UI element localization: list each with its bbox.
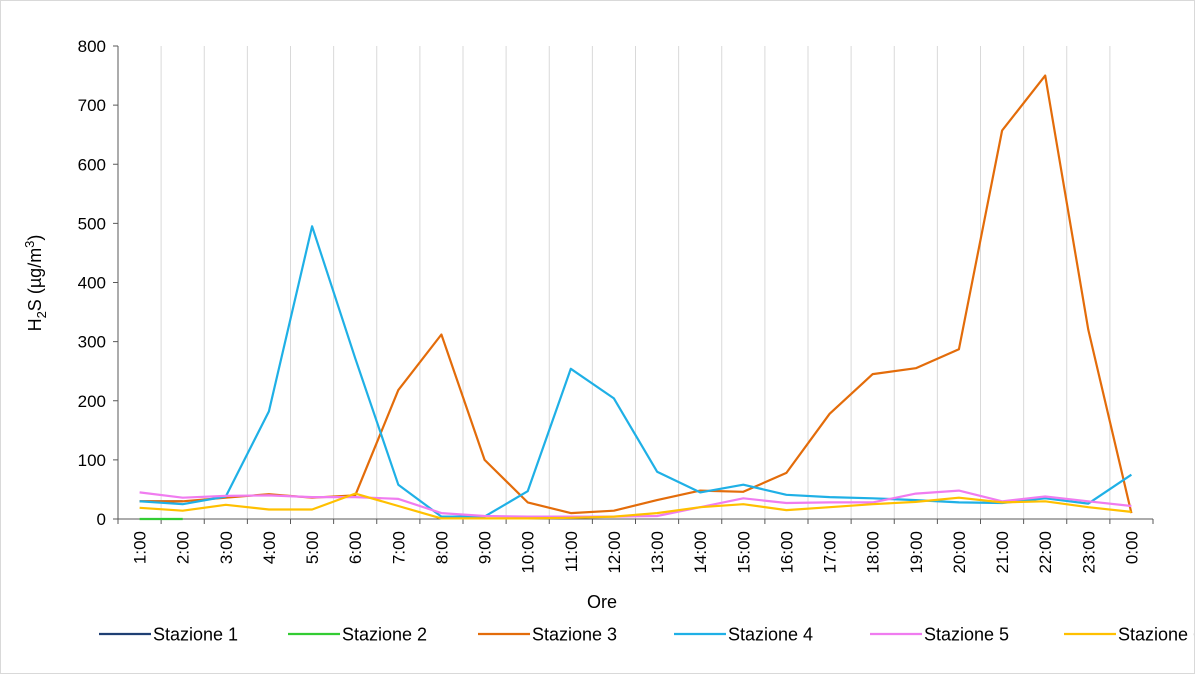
x-axis-title: Ore — [587, 592, 617, 612]
y-tick-label: 200 — [78, 392, 106, 411]
series-line-stazione-4 — [139, 225, 1133, 518]
y-axis-title: H2S (µg/m3) — [22, 235, 49, 332]
x-tick-label: 15:00 — [734, 531, 753, 574]
y-axis-title-close: ) — [25, 235, 45, 241]
x-tick-label: 17:00 — [821, 531, 840, 574]
y-tick-label: 100 — [78, 451, 106, 470]
y-tick-label: 700 — [78, 96, 106, 115]
axes — [113, 45, 1154, 524]
x-tick-label: 14:00 — [691, 531, 710, 574]
y-tick-label: 500 — [78, 214, 106, 233]
legend-label-stazione-4: Stazione 4 — [728, 625, 813, 645]
y-tick-label: 600 — [78, 155, 106, 174]
series-lines — [139, 74, 1133, 521]
x-tick-label: 5:00 — [303, 531, 322, 564]
y-tick-label: 400 — [78, 274, 106, 293]
x-tick-label: 12:00 — [605, 531, 624, 574]
y-axis-title-main: H — [25, 318, 45, 331]
series-line-stazione-5 — [139, 489, 1132, 518]
legend-label-stazione-3: Stazione 3 — [532, 625, 617, 645]
legend-label-stazione-2: Stazione 2 — [342, 625, 427, 645]
x-tick-label: 16:00 — [777, 531, 796, 574]
x-tick-label: 6:00 — [346, 531, 365, 564]
legend-label-stazione-1: Stazione 1 — [153, 625, 238, 645]
x-tick-label: 13:00 — [648, 531, 667, 574]
x-tick-label: 19:00 — [907, 531, 926, 574]
x-tick-label: 8:00 — [432, 531, 451, 564]
x-tick-label: 23:00 — [1079, 531, 1098, 574]
y-tick-label: 300 — [78, 333, 106, 352]
x-tick-label: 18:00 — [864, 531, 883, 574]
x-tick-label: 0:00 — [1122, 531, 1141, 564]
y-axis-title-rest: S (µg/m — [25, 248, 45, 311]
x-tick-label: 1:00 — [131, 531, 150, 564]
y-tick-label: 800 — [78, 37, 106, 56]
legend-label-stazione-6: Stazione 6 — [1118, 625, 1194, 645]
grid-lines — [160, 46, 1111, 519]
y-tick-label: 0 — [97, 510, 106, 529]
y-tick-labels: 0 100 200 300 400 500 600 700 800 — [78, 37, 106, 529]
y-axis-title-superscript: 3 — [22, 241, 37, 248]
x-tick-label: 4:00 — [260, 531, 279, 564]
x-tick-label: 21:00 — [993, 531, 1012, 574]
y-axis-title-subscript: 2 — [34, 311, 49, 318]
legend-label-stazione-5: Stazione 5 — [924, 625, 1009, 645]
x-tick-label: 7:00 — [389, 531, 408, 564]
series-line-stazione-6 — [139, 492, 1132, 520]
legend: Stazione 1 Stazione 2 Stazione 3 Stazione 4… — [99, 625, 1194, 645]
x-tick-label: 3:00 — [217, 531, 236, 564]
x-tick-label: 20:00 — [950, 531, 969, 574]
x-tick-label: 11:00 — [562, 531, 581, 572]
x-tick-label: 22:00 — [1036, 531, 1055, 574]
x-tick-label: 10:00 — [519, 531, 538, 574]
x-tick-label: 9:00 — [476, 531, 495, 564]
x-tick-labels: 1:00 2:00 3:00 4:00 5:00 6:00 7:00 8:00 9:00 10:0… — [131, 531, 1142, 574]
plot-area — [113, 45, 1154, 524]
x-tick-label: 2:00 — [174, 531, 193, 564]
